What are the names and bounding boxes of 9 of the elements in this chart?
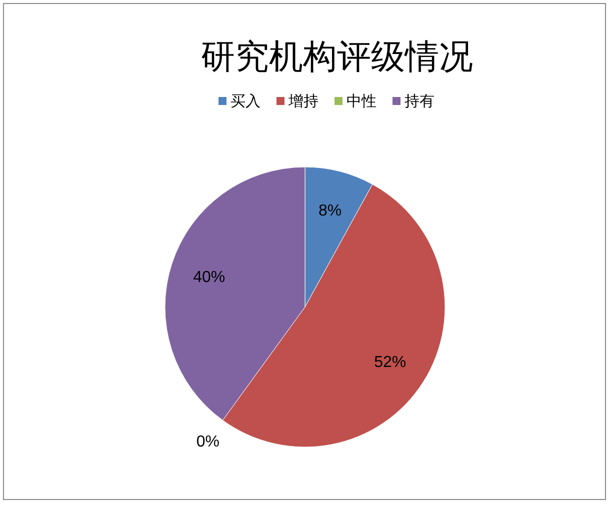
legend-label: 中性	[346, 93, 376, 110]
legend-label: 增持	[288, 93, 318, 110]
data-label: 8%	[318, 202, 342, 220]
chart-title: 研究机构评级情况	[201, 38, 473, 76]
legend-label: 持有	[404, 93, 434, 110]
legend-label: 买入	[230, 93, 260, 110]
text: 0%	[196, 434, 220, 451]
data-label: 40%	[193, 268, 226, 286]
data-label: 52%	[374, 354, 406, 372]
